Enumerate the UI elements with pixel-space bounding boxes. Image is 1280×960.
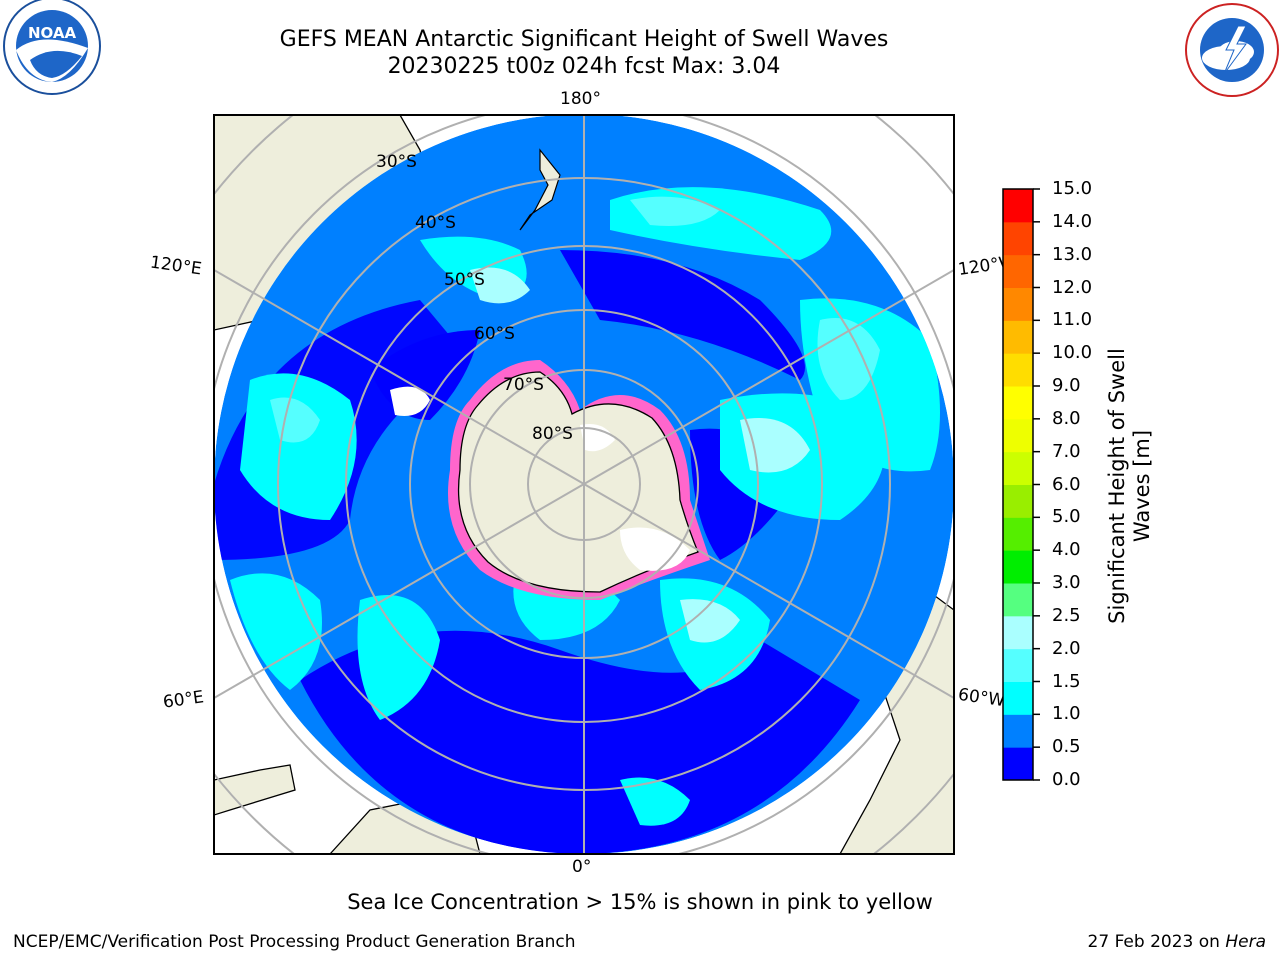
map-frame <box>213 114 955 855</box>
colorbar-tick: 7.0 <box>1052 440 1081 462</box>
lon-label-0: 0° <box>572 857 592 877</box>
colorbar-tick: 5.0 <box>1052 506 1081 528</box>
colorbar-tick: 12.0 <box>1052 276 1093 298</box>
colorbar-tick: 10.0 <box>1052 342 1093 364</box>
sea-ice-caption: Sea Ice Concentration > 15% is shown in … <box>347 890 933 914</box>
colorbar-tick: 14.0 <box>1052 210 1093 232</box>
colorbar-tick: 8.0 <box>1052 407 1081 429</box>
colorbar-tick: 11.0 <box>1052 309 1093 331</box>
nws-logo <box>1185 3 1279 97</box>
colorbar-tick: 4.0 <box>1052 539 1081 561</box>
swell-field <box>214 114 954 854</box>
colorbar-tick-top: 15.0 <box>1052 178 1093 199</box>
noaa-logo: NOAA <box>3 0 101 95</box>
footer-host: Hera <box>1225 932 1266 952</box>
colorbar-tick: 13.0 <box>1052 243 1093 265</box>
lat-label-70s: 70°S <box>503 375 544 395</box>
lon-label-180: 180° <box>560 89 601 109</box>
lat-label-40s: 40°S <box>415 213 456 233</box>
colorbar-tick: 2.5 <box>1052 604 1081 626</box>
graticule <box>214 115 954 854</box>
colorbar-tick: 1.5 <box>1052 670 1081 692</box>
lat-label-50s: 50°S <box>444 270 485 290</box>
colorbar-tick: 1.0 <box>1052 703 1081 725</box>
chart-title: GEFS MEAN Antarctic Significant Height o… <box>279 27 889 52</box>
footer-credit: NCEP/EMC/Verification Post Processing Pr… <box>13 932 576 952</box>
lat-label-60s: 60°S <box>474 324 515 344</box>
footer-date: 27 Feb 2023 on Hera <box>1088 932 1266 952</box>
colorbar-tick: 3.0 <box>1052 572 1081 593</box>
colorbar-tick: 9.0 <box>1052 375 1081 396</box>
noaa-logo-text: NOAA <box>28 24 77 42</box>
lat-label-30s: 30°S <box>376 152 417 172</box>
colorbar-label: Significant Height of Swell Waves [m] <box>1105 348 1154 624</box>
colorbar-tick: 0.5 <box>1052 736 1081 758</box>
colorbar-tick: 2.0 <box>1052 637 1081 659</box>
colorbar-tick: 6.0 <box>1052 473 1081 495</box>
colorbar-tick: 0.0 <box>1052 769 1081 790</box>
lat-label-80s: 80°S <box>532 424 573 444</box>
chart-subtitle: 20230225 t00z 024h fcst Max: 3.04 <box>387 54 781 79</box>
footer-date-text: 27 Feb 2023 on <box>1087 932 1226 952</box>
